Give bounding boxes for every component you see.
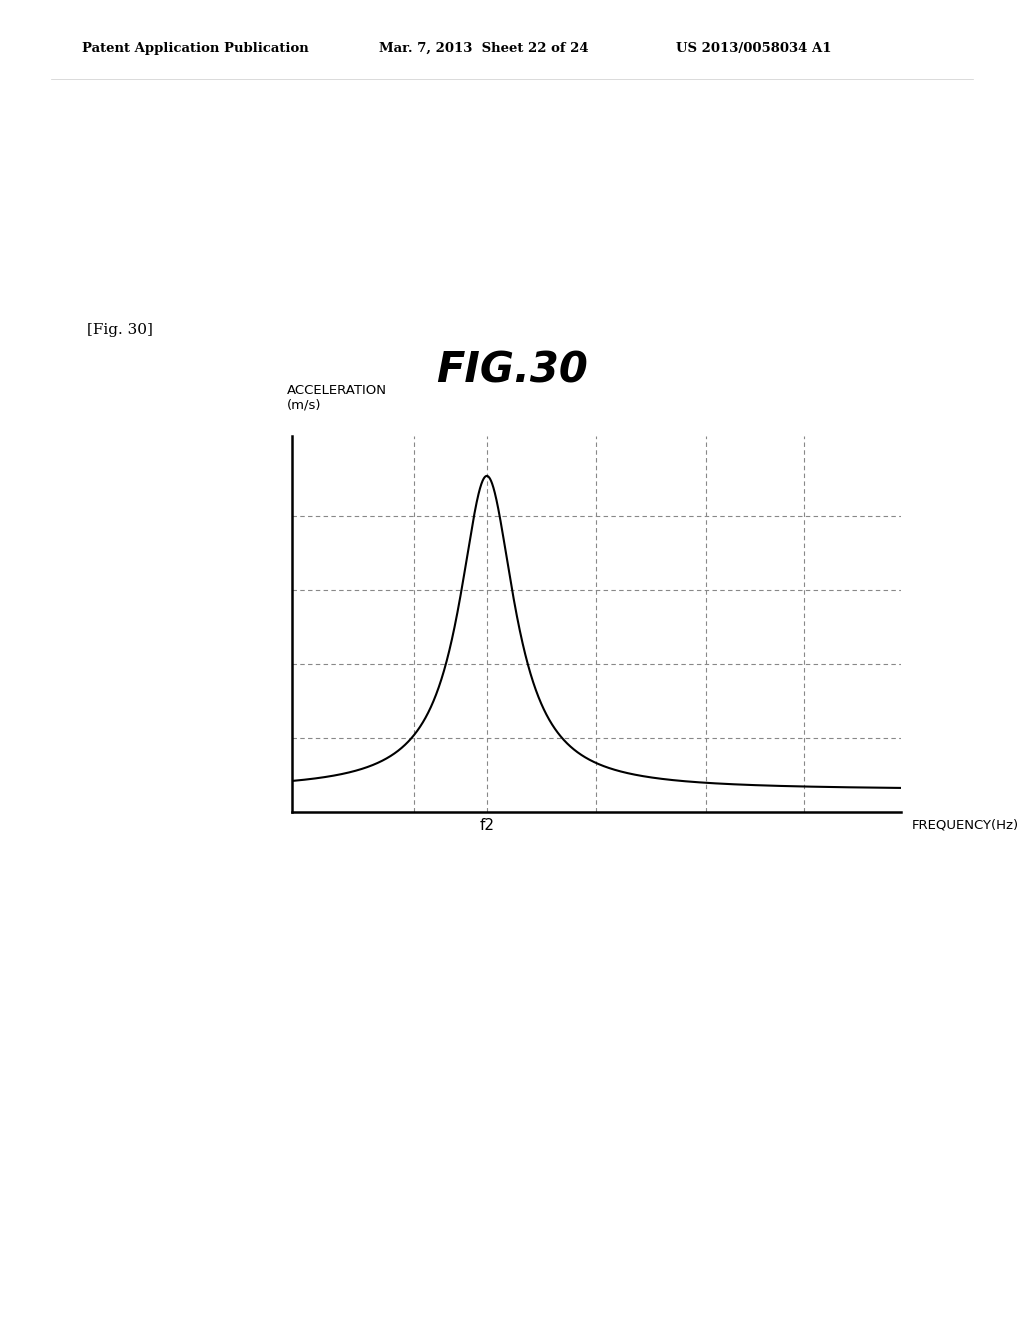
- Text: [Fig. 30]: [Fig. 30]: [87, 323, 153, 338]
- Text: ACCELERATION
(m/s): ACCELERATION (m/s): [287, 384, 387, 412]
- Text: Mar. 7, 2013  Sheet 22 of 24: Mar. 7, 2013 Sheet 22 of 24: [379, 42, 589, 55]
- Text: US 2013/0058034 A1: US 2013/0058034 A1: [676, 42, 831, 55]
- Text: FREQUENCY(Hz): FREQUENCY(Hz): [911, 818, 1019, 832]
- Text: FIG.30: FIG.30: [436, 350, 588, 392]
- Text: Patent Application Publication: Patent Application Publication: [82, 42, 308, 55]
- Text: f2: f2: [479, 818, 495, 833]
